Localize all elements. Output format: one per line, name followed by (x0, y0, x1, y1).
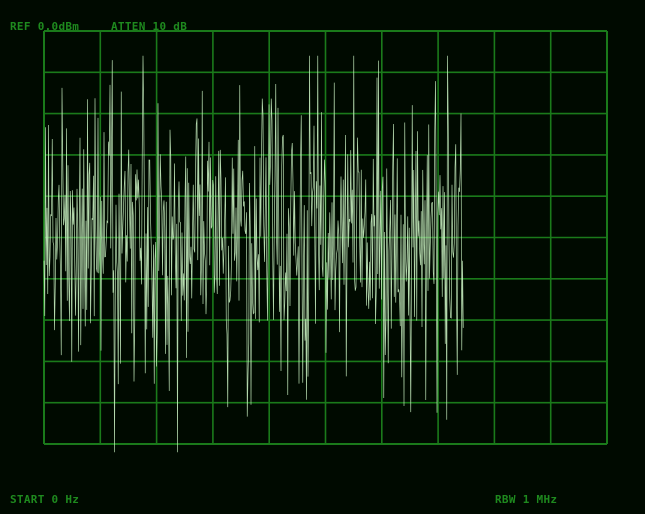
rbw-label: RBW 1 MHz (495, 493, 557, 506)
spectrum-trace (44, 56, 463, 452)
start-frequency-label: START 0 Hz (10, 493, 79, 506)
noise-trace-line (44, 56, 463, 452)
